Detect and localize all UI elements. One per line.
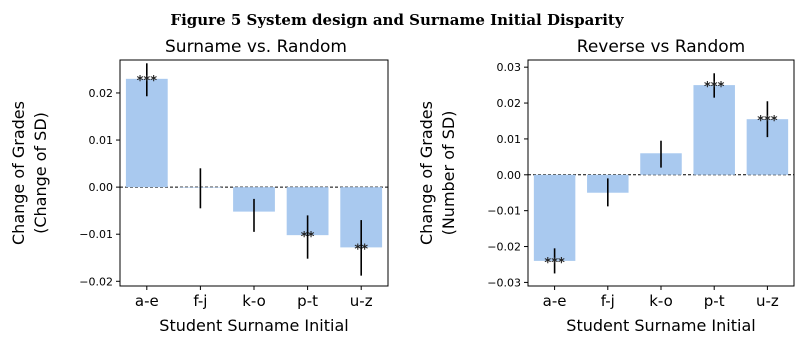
y-tick-label: 0.02 [497,97,522,110]
significance-stars: *** [757,114,778,129]
y-tick-label: −0.01 [79,228,113,241]
bar-p-t [693,85,735,175]
y-axis-label-line2: (Number of SD) [439,111,458,236]
x-tick-label: a-e [543,292,567,310]
significance-stars: *** [137,74,158,89]
chart-title: Surname vs. Random [165,37,347,57]
y-tick-label: 0.01 [497,133,522,146]
x-tick-label: p-t [297,292,318,310]
x-tick-label: u-z [756,292,779,310]
x-tick-label: k-o [242,292,266,310]
x-tick-label: f-j [601,292,615,310]
y-tick-label: −0.01 [487,205,521,218]
significance-stars: ** [354,242,368,257]
y-tick-label: −0.03 [487,276,521,289]
significance-stars: *** [704,80,725,95]
y-tick-label: 0.02 [89,87,114,100]
x-tick-label: a-e [135,292,159,310]
x-tick-label: f-j [193,292,207,310]
y-axis-label-line1: Change of Grades [9,101,28,245]
x-tick-label: p-t [704,292,725,310]
x-axis-label: Student Surname Initial [566,316,755,335]
chart-surname-vs-random: Surname vs. Random ******* 0.020.010.00−… [9,37,389,335]
chart-title: Reverse vs Random [577,37,745,57]
significance-stars: ** [301,230,315,245]
significance-stars: *** [544,256,565,271]
y-tick-label: 0.01 [89,134,114,147]
bar-a-e [125,78,168,188]
x-tick-label: u-z [350,292,373,310]
y-tick-label: 0.00 [89,181,114,194]
y-tick-label: 0.00 [497,169,522,182]
figure-title: Figure 5 System design and Surname Initi… [170,11,624,29]
x-axis-label: Student Surname Initial [159,316,348,335]
chart-reverse-vs-random: Reverse vs Random *** *** *** 0.03 0.02 0.01… [417,37,795,335]
y-axis-label-line1: Change of Grades [417,101,436,245]
bar-a-e [533,174,576,261]
y-tick-label: 0.03 [497,61,522,74]
y-tick-label: −0.02 [79,275,113,288]
x-tick-label: k-o [649,292,673,310]
y-tick-label: −0.02 [487,241,521,254]
y-axis-label-line2: (Change of SD) [31,112,50,234]
